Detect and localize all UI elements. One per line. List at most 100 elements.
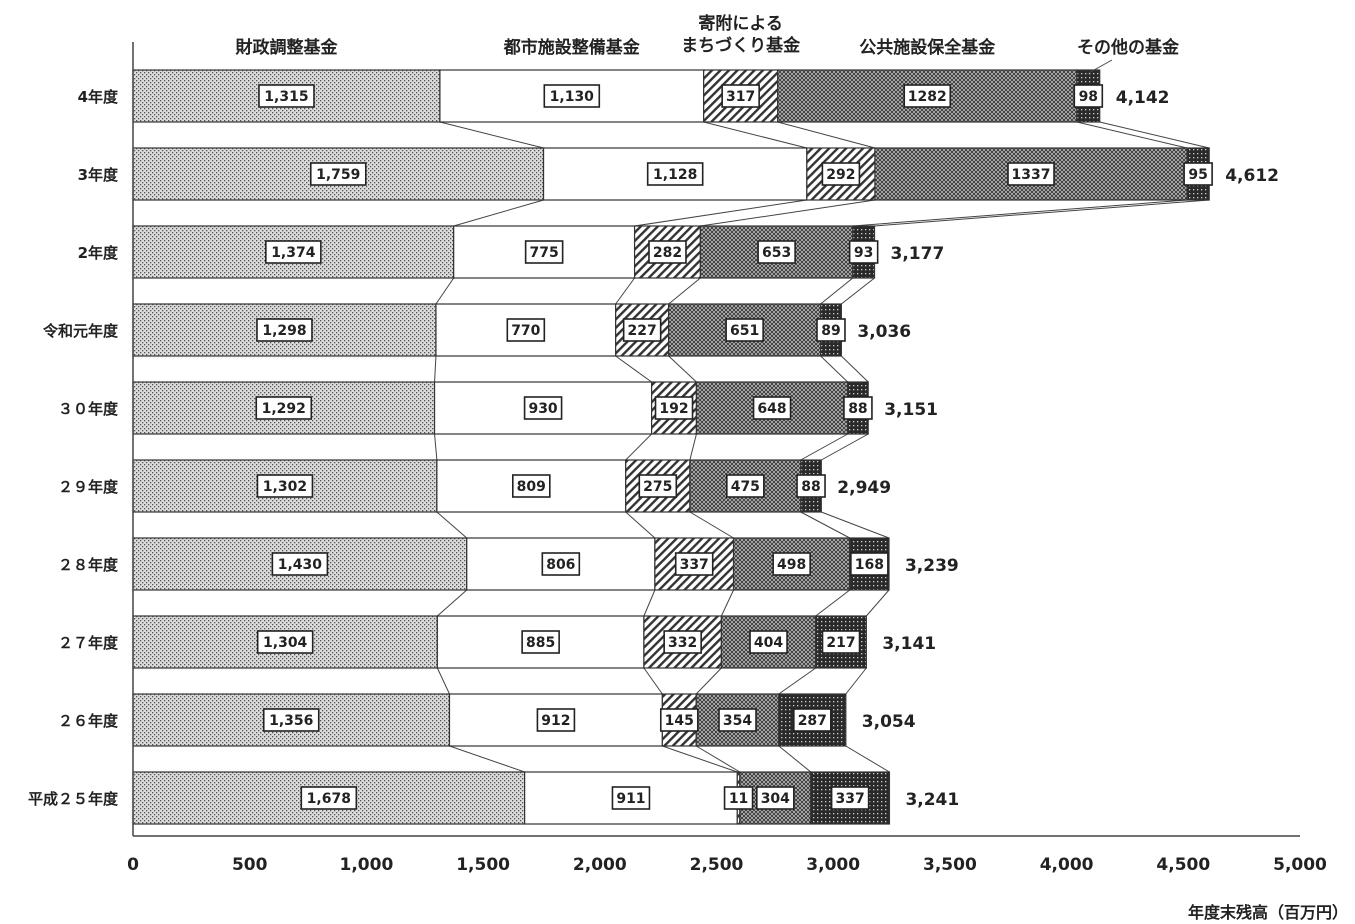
connector-line: [439, 121, 544, 149]
connector-line: [625, 433, 652, 461]
connector-line: [643, 667, 663, 695]
connector-line: [703, 121, 807, 149]
value-label-text: 1,292: [262, 401, 306, 417]
value-label-box: [262, 708, 320, 732]
x-tick-label: 4,000: [1040, 855, 1094, 875]
value-label-text: 1,128: [653, 167, 697, 183]
connector-line: [615, 355, 652, 383]
value-label-box: [796, 474, 826, 498]
value-label-box: [511, 474, 551, 498]
value-label-text: 95: [1188, 167, 1207, 183]
connector-line: [434, 355, 437, 383]
x-tick-label: 3,000: [806, 855, 860, 875]
value-label-text: 1,759: [316, 167, 360, 183]
value-label-box: [757, 240, 796, 264]
value-label-text: 11: [729, 791, 748, 807]
connector-line: [662, 745, 738, 773]
value-label-box: [663, 630, 702, 654]
value-label: 1,759: [309, 162, 367, 186]
connector-line: [841, 277, 875, 305]
connector-line: [821, 433, 869, 461]
value-label-text: 648: [757, 401, 786, 417]
bars: [132, 69, 1210, 825]
connector-line: [437, 589, 468, 617]
legend-label: 都市施設整備基金: [503, 37, 641, 58]
value-label-box: [830, 786, 870, 810]
value-label-box: [1007, 162, 1055, 186]
legend-label-line: 寄附による: [698, 13, 783, 34]
value-label: 930: [523, 396, 563, 420]
connector-line: [695, 745, 741, 773]
connector-line: [695, 667, 722, 695]
connector-line: [700, 199, 876, 227]
value-label-box: [309, 162, 367, 186]
legend-label-line: その他の基金: [1077, 37, 1180, 58]
value-label: 809: [511, 474, 551, 498]
value-label-text: 404: [754, 635, 783, 651]
total-label: 3,036: [857, 322, 911, 342]
total-label: 3,151: [884, 400, 938, 420]
value-label-box: [506, 318, 546, 342]
value-label-box: [816, 318, 846, 342]
value-label-text: 1,678: [307, 791, 351, 807]
value-label: 354: [718, 708, 757, 732]
value-label-box: [1073, 84, 1104, 108]
connector-line: [821, 511, 890, 539]
total-label: 3,141: [882, 634, 936, 654]
value-label-text: 809: [517, 479, 546, 495]
value-label-box: [648, 240, 687, 264]
value-label-text: 1,315: [264, 89, 308, 105]
value-label-box: [749, 630, 788, 654]
value-label: 217: [821, 630, 861, 654]
total-labels: 4,142 4,612 3,177 3,036 3,151 2,949 3,239 3,141…: [837, 88, 1279, 810]
connector-line: [625, 511, 656, 539]
value-label-text: 88: [801, 479, 820, 495]
value-label-text: 912: [541, 713, 570, 729]
value-label-box: [843, 396, 873, 420]
value-label: 168: [850, 552, 889, 576]
connector-line: [643, 589, 656, 617]
value-label: 1,374: [265, 240, 322, 264]
value-label-text: 1,430: [278, 557, 323, 573]
value-label-text: 88: [848, 401, 867, 417]
total-label: 3,177: [891, 244, 945, 264]
value-label: 1,304: [256, 630, 314, 654]
value-label-text: 1,298: [262, 323, 306, 339]
connector-line: [865, 589, 890, 617]
value-label-text: 930: [528, 401, 557, 417]
connector-line: [434, 433, 438, 461]
value-label-text: 275: [643, 479, 672, 495]
legend-label: 公共施設保全基金: [859, 37, 996, 58]
x-tick-label: 2,500: [690, 855, 744, 875]
connector-line: [874, 199, 1210, 227]
value-label: 912: [536, 708, 576, 732]
value-label-box: [256, 474, 314, 498]
value-label-text: 806: [546, 557, 575, 573]
x-tick-label: 2,000: [573, 855, 627, 875]
value-label-box: [718, 708, 757, 732]
value-label-box: [725, 318, 764, 342]
x-tick-label: 1,500: [456, 855, 510, 875]
value-label-box: [256, 318, 313, 342]
connector-line: [800, 511, 851, 539]
connector-line: [815, 589, 851, 617]
value-label-box: [752, 396, 792, 420]
value-label-text: 653: [762, 245, 791, 261]
value-label: 475: [726, 474, 765, 498]
total-label: 3,241: [905, 790, 959, 810]
legend-label: その他の基金: [1077, 37, 1180, 58]
value-label-text: 98: [1079, 89, 1098, 105]
value-label: 287: [793, 708, 832, 732]
value-label-text: 168: [855, 557, 884, 573]
total-label: 3,239: [905, 556, 959, 576]
connector-line: [668, 355, 697, 383]
value-label-box: [271, 552, 329, 576]
value-label-box: [536, 708, 576, 732]
value-label-text: 1,374: [271, 245, 316, 261]
legend-label: 寄附によるまちづくり基金: [681, 13, 801, 56]
legend-label-line: 財政調整基金: [234, 37, 338, 58]
legend-leader-line: [1086, 59, 1113, 75]
value-label-text: 775: [530, 245, 559, 261]
connector-line: [615, 277, 635, 305]
